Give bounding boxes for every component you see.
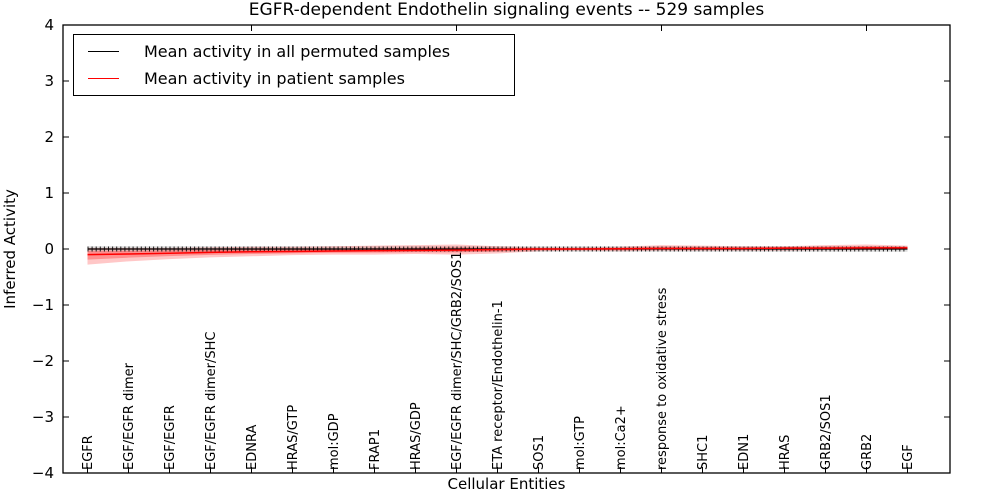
legend: Mean activity in all permuted samples Me… (73, 34, 515, 96)
svg-text:HRAS/GTP: HRAS/GTP (286, 405, 301, 470)
svg-text:SOS1: SOS1 (532, 435, 547, 470)
svg-text:response to oxidative stress: response to oxidative stress (655, 287, 670, 470)
svg-text:−2: −2 (32, 352, 54, 370)
svg-text:0: 0 (44, 240, 54, 258)
svg-text:EGF/EGFR: EGF/EGFR (163, 405, 178, 470)
svg-text:−3: −3 (32, 408, 54, 426)
svg-text:SHC1: SHC1 (696, 435, 711, 470)
svg-text:HRAS: HRAS (778, 435, 793, 470)
legend-label-patient: Mean activity in patient samples (144, 69, 405, 88)
svg-text:EGF/EGFR dimer: EGF/EGFR dimer (122, 362, 137, 470)
svg-text:3: 3 (44, 72, 54, 90)
svg-text:2: 2 (44, 128, 54, 146)
svg-text:−4: −4 (32, 464, 54, 482)
legend-entry-permuted: Mean activity in all permuted samples (74, 42, 514, 61)
y-tick-labels: 4 3 2 1 0 −1 −2 −3 −4 (32, 16, 54, 482)
x-axis-label: Cellular Entities (447, 475, 566, 493)
legend-entry-patient: Mean activity in patient samples (74, 69, 514, 88)
svg-text:GRB2/SOS1: GRB2/SOS1 (819, 394, 834, 470)
svg-text:EGF: EGF (901, 444, 916, 470)
svg-text:HRAS/GDP: HRAS/GDP (409, 402, 424, 470)
tick-marks (63, 24, 950, 474)
svg-text:ETA receptor/Endothelin-1: ETA receptor/Endothelin-1 (491, 300, 506, 470)
svg-text:EDNRA: EDNRA (245, 425, 260, 470)
svg-text:1: 1 (44, 184, 54, 202)
svg-text:mol:GTP: mol:GTP (573, 416, 588, 470)
legend-line-icon (88, 51, 119, 52)
svg-text:mol:GDP: mol:GDP (327, 413, 342, 470)
legend-line-icon (88, 78, 119, 79)
svg-text:EGF/EGFR dimer/SHC/GRB2/SOS1: EGF/EGFR dimer/SHC/GRB2/SOS1 (450, 252, 465, 471)
x-tick-labels: EGFR EGF/EGFR dimer EGF/EGFR EGF/EGFR dimer… (81, 252, 916, 471)
svg-text:FRAP1: FRAP1 (368, 429, 383, 470)
svg-text:−1: −1 (32, 296, 54, 314)
svg-text:mol:Ca2+: mol:Ca2+ (614, 405, 629, 470)
chart-title: EGFR-dependent Endothelin signaling even… (248, 0, 765, 20)
patient-mean-line (87, 247, 908, 256)
svg-text:EDN1: EDN1 (737, 434, 752, 470)
legend-label-permuted: Mean activity in all permuted samples (144, 42, 451, 61)
svg-text:GRB2: GRB2 (860, 434, 875, 470)
svg-text:EGF/EGFR dimer/SHC: EGF/EGFR dimer/SHC (204, 332, 219, 470)
svg-text:EGFR: EGFR (81, 435, 96, 470)
svg-text:4: 4 (44, 16, 54, 34)
